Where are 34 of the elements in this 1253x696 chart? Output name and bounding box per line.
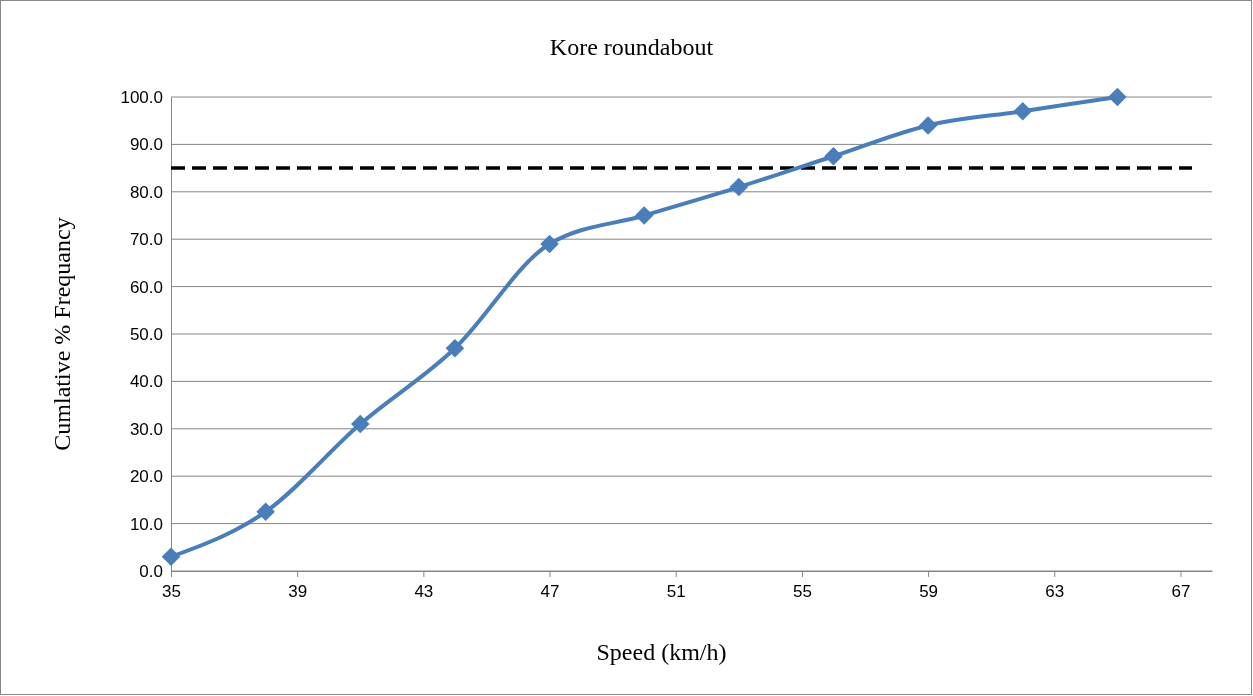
x-tick-label: 43: [414, 582, 434, 602]
x-tick-label: 63: [1045, 582, 1065, 602]
y-tick-label: 50.0: [129, 324, 163, 344]
y-tick-label: 90.0: [129, 135, 163, 155]
point: [350, 414, 370, 434]
y-tick-label: 0.0: [139, 561, 163, 581]
y-tick-label: 70.0: [129, 230, 163, 250]
point: [256, 502, 275, 522]
y-tick-label: 100.0: [120, 87, 163, 107]
point: [824, 146, 843, 166]
x-tick-label: 51: [666, 582, 686, 602]
point: [1013, 101, 1033, 121]
point: [918, 116, 938, 135]
point: [161, 547, 181, 567]
x-tick-label: 35: [162, 582, 181, 602]
x-tick-label: 55: [792, 582, 812, 602]
chart-title: Kore roundabout: [549, 34, 714, 60]
point: [1108, 87, 1127, 107]
y-tick-label: 30.0: [129, 419, 163, 439]
x-axis-title: Speed (km/h): [596, 639, 727, 665]
point: [729, 177, 749, 197]
x-tick-label: 67: [1171, 582, 1191, 602]
point: [540, 234, 559, 254]
x-tick-label: 39: [288, 582, 308, 602]
y-tick-label: 60.0: [129, 277, 163, 297]
point: [634, 206, 654, 225]
point: [445, 338, 465, 358]
y-tick-label: 40.0: [129, 372, 163, 392]
y-tick-label: 20.0: [129, 467, 163, 487]
x-tick-label: 59: [919, 582, 939, 602]
y-tick-label: 10.0: [129, 514, 163, 534]
y-axis-title: Cumlative % Frequancy: [49, 217, 75, 451]
x-tick-label: 47: [540, 582, 560, 602]
y-tick-label: 80.0: [129, 182, 163, 202]
